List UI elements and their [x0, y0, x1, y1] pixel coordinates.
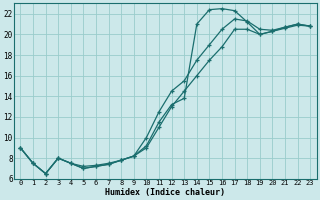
X-axis label: Humidex (Indice chaleur): Humidex (Indice chaleur)	[105, 188, 225, 197]
